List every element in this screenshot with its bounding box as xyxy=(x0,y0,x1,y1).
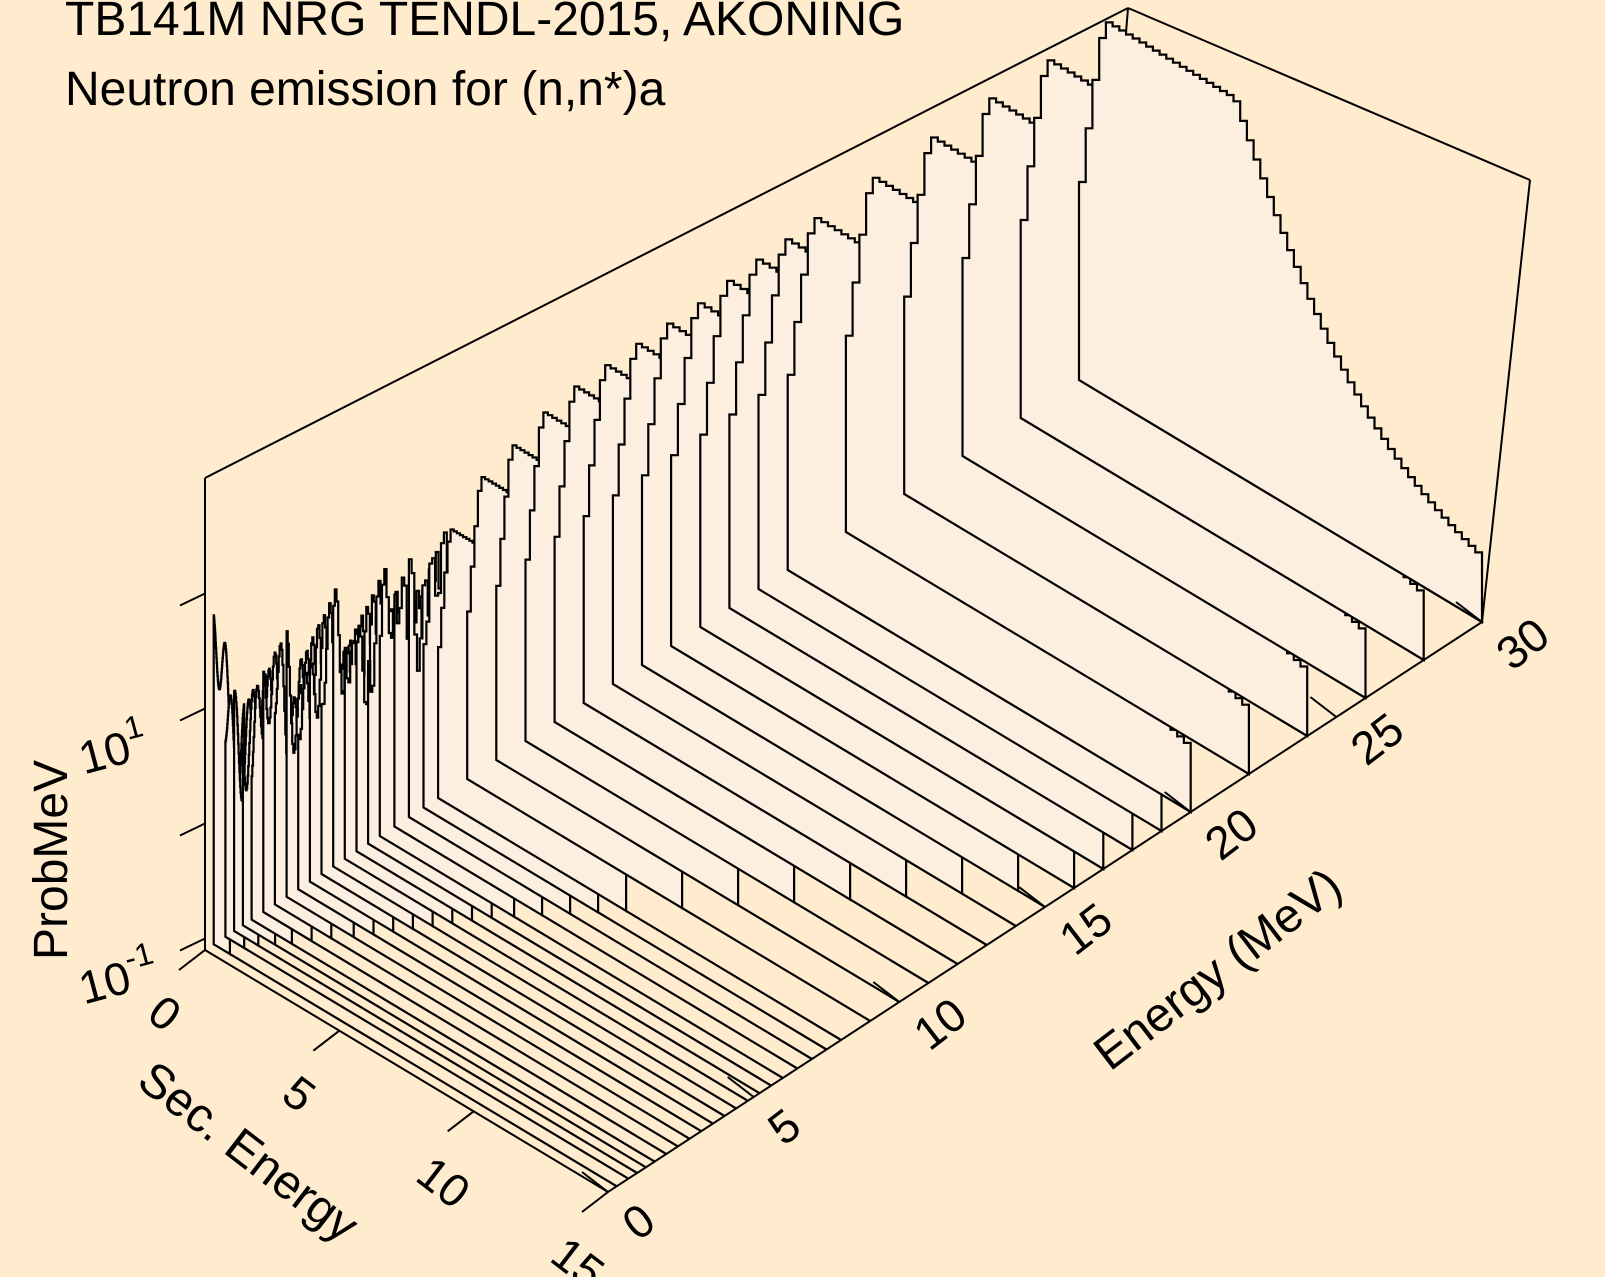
y-tick-label-1: 5 xyxy=(758,1098,810,1155)
y-tick-label-6: 30 xyxy=(1486,608,1558,680)
x-tick-mark-3 xyxy=(581,1191,609,1213)
spectrum-baseline-13 xyxy=(471,919,761,1095)
spectrum-baseline-8 xyxy=(372,933,702,1133)
chart-title: TB141M NRG TENDL-2015, AKONING xyxy=(65,0,904,46)
x-tick-label-3: 15 xyxy=(542,1227,614,1277)
x-tick-label-1: 5 xyxy=(273,1065,325,1122)
spectrum-baseline-20 xyxy=(681,907,871,1022)
z-tick-mark-3 xyxy=(179,592,206,607)
spectrum-baseline-10 xyxy=(412,927,726,1117)
spectrum-baseline-3 xyxy=(274,943,647,1169)
y-tick-mark-4 xyxy=(1164,791,1192,813)
spectrum-baseline-0 xyxy=(229,953,618,1188)
spectrum-baseline-15 xyxy=(513,915,784,1079)
spectrum-baseline-11 xyxy=(432,925,737,1110)
x-tick-label-0: 0 xyxy=(139,985,191,1042)
y-tick-label-2: 10 xyxy=(904,988,976,1060)
x-tick-mark-1 xyxy=(312,1029,340,1052)
x-tick-mark-2 xyxy=(447,1110,475,1133)
z-tick-mark-2 xyxy=(179,707,206,722)
prob-axis-ticks: 10-1 101 xyxy=(71,592,206,1015)
z-tick-label-0: 10-1 xyxy=(71,935,164,1015)
prob-axis-label: ProbMeV xyxy=(25,760,78,960)
y-tick-mark-2 xyxy=(872,981,900,1003)
y-tick-label-0: 0 xyxy=(612,1193,664,1250)
spectrum-baseline-5 xyxy=(311,940,667,1155)
x-tick-label-2: 10 xyxy=(408,1146,480,1218)
z-tick-label-1: 101 xyxy=(71,707,153,784)
right-vertical-edge xyxy=(1481,179,1531,623)
spectrum-baseline-1 xyxy=(243,947,629,1180)
top-back-edge xyxy=(204,7,1129,479)
spectrum-baseline-14 xyxy=(491,916,772,1087)
spectrum-baseline-24 xyxy=(905,895,988,946)
y-tick-mark-6 xyxy=(1455,601,1483,623)
spectrum-baseline-18 xyxy=(597,911,828,1051)
spectrum-baseline-25 xyxy=(961,892,1017,927)
y-tick-mark-5 xyxy=(1309,696,1337,718)
spectrum-baseline-16 xyxy=(541,914,798,1070)
chart-subtitle: Neutron emission for (n,n*)a xyxy=(65,63,666,116)
z-tick-mark-1 xyxy=(179,822,206,837)
y-tick-mark-0 xyxy=(581,1171,609,1193)
spectrum-baseline-22 xyxy=(793,901,930,984)
spectrum-trace-36 xyxy=(1077,21,1484,624)
spectrum-baseline-23 xyxy=(849,898,959,965)
spectrum-baseline-9 xyxy=(392,930,714,1125)
spectrum-baseline-4 xyxy=(291,942,656,1163)
spectrum-baseline-6 xyxy=(330,937,679,1148)
y-tick-mark-1 xyxy=(727,1076,755,1098)
y-tick-label-4: 20 xyxy=(1195,798,1267,870)
top-right-edge xyxy=(1127,7,1531,181)
spectrum-baseline-17 xyxy=(569,912,813,1060)
spectrum-baseline-19 xyxy=(625,909,842,1041)
spectrum-baseline-7 xyxy=(353,936,691,1140)
y-tick-label-5: 25 xyxy=(1341,703,1413,775)
spectrum-baseline-12 xyxy=(451,922,749,1102)
spectra-traces xyxy=(212,21,1484,1188)
spectrum-baseline-21 xyxy=(737,904,900,1003)
x-tick-mark-0 xyxy=(178,949,206,971)
z-tick-mark-0 xyxy=(179,937,206,952)
y-tick-mark-3 xyxy=(1018,886,1046,908)
y-tick-label-3: 15 xyxy=(1049,893,1121,965)
sec-energy-axis-label: Sec. Energy xyxy=(128,1052,368,1253)
spectrum-baseline-2 xyxy=(257,944,638,1174)
energy-axis-label: Energy (MeV) xyxy=(1084,858,1351,1080)
